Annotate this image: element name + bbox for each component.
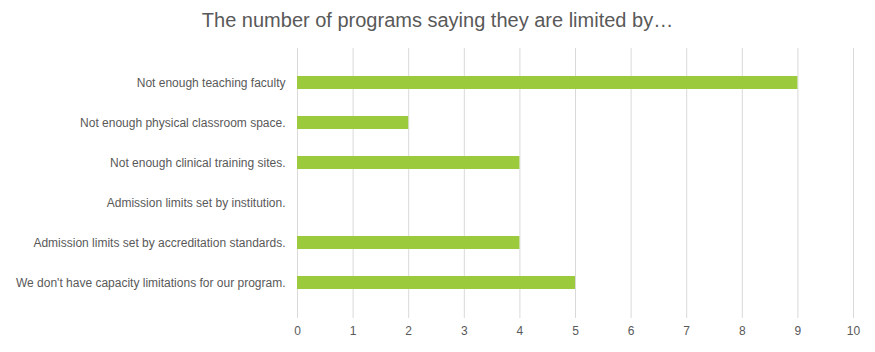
svg-text:7: 7 [683,324,690,338]
svg-text:Not enough clinical training s: Not enough clinical training sites. [110,156,285,170]
svg-text:10: 10 [847,324,861,338]
svg-text:Admission limits set by accred: Admission limits set by accreditation st… [33,236,285,250]
svg-text:4: 4 [517,324,524,338]
svg-text:3: 3 [461,324,468,338]
svg-text:8: 8 [739,324,746,338]
svg-text:Not enough teaching faculty: Not enough teaching faculty [137,76,286,90]
svg-text:9: 9 [795,324,802,338]
svg-text:2: 2 [405,324,412,338]
svg-text:0: 0 [294,324,301,338]
svg-text:We don't have capacity limitat: We don't have capacity limitations for o… [16,276,286,290]
svg-text:6: 6 [628,324,635,338]
html-text:The number of programs saying: The number of programs saying they are l… [201,9,674,31]
svg-text:Admission limits set by instit: Admission limits set by institution. [107,196,286,210]
svg-text:Not enough physical classroom: Not enough physical classroom space. [80,116,285,130]
svg-text:1: 1 [350,324,357,338]
svg-text:5: 5 [572,324,579,338]
